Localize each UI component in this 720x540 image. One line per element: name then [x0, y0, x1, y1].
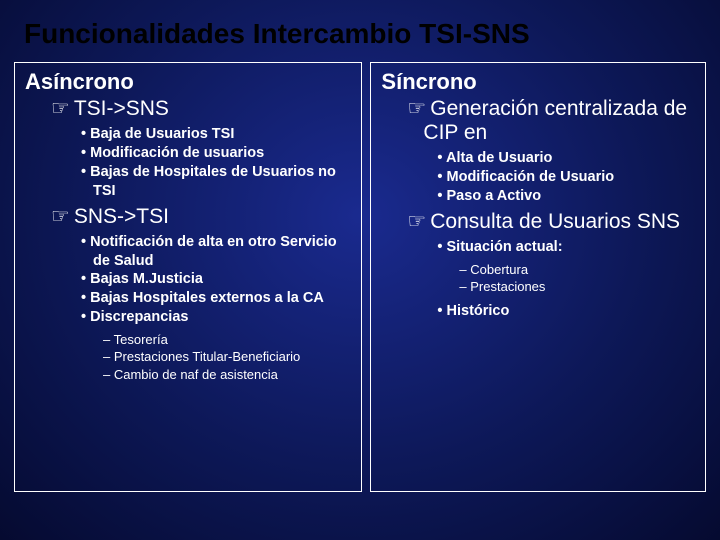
panel-sincrono: Síncrono ☞Generación centralizada de CIP…: [370, 62, 706, 492]
list-item: Cobertura: [459, 261, 695, 279]
subsection-tsi-sns: ☞TSI->SNS: [41, 97, 351, 121]
dash-list: Cobertura Prestaciones: [381, 261, 695, 296]
list-item: Prestaciones Titular-Beneficiario: [103, 348, 351, 366]
pointer-icon: ☞: [407, 97, 426, 120]
list-item: Cambio de naf de asistencia: [103, 366, 351, 384]
heading-sincrono: Síncrono: [381, 69, 695, 95]
slide-title: Funcionalidades Intercambio TSI-SNS: [0, 0, 720, 62]
pointer-icon: ☞: [51, 205, 70, 228]
list-item: Modificación de usuarios: [81, 144, 351, 163]
pointer-icon: ☞: [407, 210, 426, 233]
list-item: Situación actual:: [437, 238, 695, 257]
list-item: Baja de Usuarios TSI: [81, 125, 351, 144]
list-item: Paso a Activo: [437, 187, 695, 206]
columns: Asíncrono ☞TSI->SNS Baja de Usuarios TSI…: [0, 62, 720, 492]
bullet-list: Notificación de alta en otro Servicio de…: [25, 233, 351, 327]
bullet-list: Baja de Usuarios TSI Modificación de usu…: [25, 125, 351, 200]
subsection-consulta: ☞Consulta de Usuarios SNS: [397, 210, 695, 234]
list-item: Tesorería: [103, 331, 351, 349]
list-item: Histórico: [437, 302, 695, 321]
dash-list: Tesorería Prestaciones Titular-Beneficia…: [25, 331, 351, 384]
panel-asincrono: Asíncrono ☞TSI->SNS Baja de Usuarios TSI…: [14, 62, 362, 492]
subsection-label: Consulta de Usuarios SNS: [430, 210, 680, 233]
list-item: Alta de Usuario: [437, 149, 695, 168]
list-item: Bajas M.Justicia: [81, 270, 351, 289]
bullet-list: Histórico: [381, 302, 695, 321]
subsection-generacion: ☞Generación centralizada de CIP en: [397, 97, 695, 145]
list-item: Modificación de Usuario: [437, 168, 695, 187]
pointer-icon: ☞: [51, 97, 70, 120]
bullet-list: Situación actual:: [381, 238, 695, 257]
list-item: Bajas de Hospitales de Usuarios no TSI: [81, 163, 351, 201]
subsection-sns-tsi: ☞SNS->TSI: [41, 205, 351, 229]
list-item: Notificación de alta en otro Servicio de…: [81, 233, 351, 271]
list-item: Discrepancias: [81, 308, 351, 327]
subsection-label: TSI->SNS: [74, 97, 169, 120]
heading-asincrono: Asíncrono: [25, 69, 351, 95]
subsection-label: Generación centralizada de CIP en: [423, 97, 687, 144]
subsection-label: SNS->TSI: [74, 205, 169, 228]
list-item: Prestaciones: [459, 278, 695, 296]
list-item: Bajas Hospitales externos a la CA: [81, 289, 351, 308]
bullet-list: Alta de Usuario Modificación de Usuario …: [381, 149, 695, 206]
